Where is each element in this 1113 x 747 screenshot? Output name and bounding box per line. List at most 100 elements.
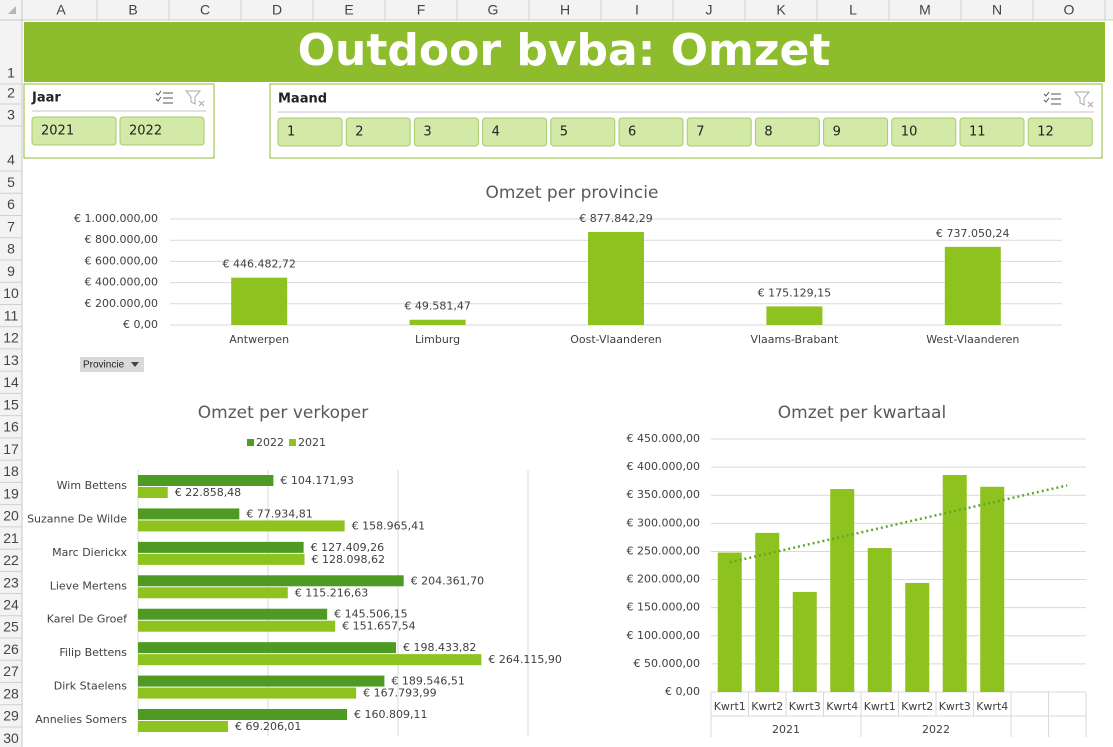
bar <box>138 675 385 687</box>
row-header[interactable]: 24 <box>3 597 19 613</box>
column-header[interactable]: F <box>417 2 426 18</box>
bar <box>830 489 855 692</box>
column-header[interactable]: J <box>706 2 713 18</box>
clear-filter-icon[interactable] <box>184 90 1094 108</box>
row-header[interactable]: 13 <box>3 352 19 368</box>
row-header[interactable]: 10 <box>3 285 19 301</box>
slicer-button[interactable] <box>550 117 616 147</box>
row-header[interactable]: 4 <box>7 152 15 168</box>
slicer-item[interactable]: 2 <box>355 125 363 140</box>
select-all[interactable] <box>8 6 16 14</box>
slicer-button[interactable] <box>891 117 957 147</box>
data-label: € 189.546,51 <box>391 675 464 688</box>
slicer-button[interactable] <box>413 117 479 147</box>
column-header[interactable]: B <box>128 2 137 18</box>
slicer-button[interactable] <box>686 117 752 147</box>
row-header[interactable]: 20 <box>3 508 19 524</box>
field-button[interactable] <box>80 357 144 372</box>
column-header[interactable]: H <box>560 2 570 18</box>
y-tick-label: € 600.000,00 <box>85 254 158 267</box>
data-label: € 151.657,54 <box>342 620 415 633</box>
row-header[interactable]: 26 <box>3 641 19 657</box>
dropdown-arrow[interactable] <box>131 362 139 367</box>
slicer-item[interactable]: 6 <box>628 125 636 140</box>
row-header[interactable]: 9 <box>7 263 15 279</box>
y-tick-label: € 0,00 <box>123 318 158 331</box>
column-header[interactable]: L <box>849 2 857 18</box>
bar <box>138 608 328 620</box>
row-header[interactable]: 28 <box>3 685 19 701</box>
row-header[interactable]: 16 <box>3 419 19 435</box>
row-header[interactable]: 14 <box>3 374 19 390</box>
column-header[interactable]: N <box>992 2 1002 18</box>
data-label: € 127.409,26 <box>311 541 384 554</box>
column-header[interactable]: G <box>488 2 499 18</box>
bar <box>905 582 930 692</box>
data-label: € 69.206,01 <box>235 720 301 733</box>
row-header[interactable]: 22 <box>3 552 19 568</box>
column-header[interactable]: E <box>344 2 353 18</box>
row-header[interactable]: 6 <box>7 196 15 212</box>
column-header[interactable]: C <box>200 2 210 18</box>
slicer-item[interactable]: 2021 <box>41 124 74 139</box>
slicer-button[interactable] <box>1027 117 1093 147</box>
slicer-item[interactable]: 5 <box>560 125 568 140</box>
y-tick-label: Annelies Somers <box>35 713 127 726</box>
row-header[interactable]: 18 <box>3 463 19 479</box>
field-button-label[interactable]: Provincie <box>83 360 125 371</box>
row-header[interactable]: 19 <box>3 485 19 501</box>
data-label: € 877.842,29 <box>579 212 652 225</box>
bar <box>138 553 305 565</box>
y-tick-label: Wim Bettens <box>57 479 128 492</box>
column-header[interactable]: O <box>1064 2 1075 18</box>
column-header[interactable]: A <box>56 2 66 18</box>
row-header[interactable]: 21 <box>3 530 19 546</box>
row-header[interactable]: 17 <box>3 441 19 457</box>
slicer-item[interactable]: 12 <box>1037 125 1054 140</box>
slicer-item[interactable]: 7 <box>696 125 704 140</box>
sheet-title: Outdoor bvba: Omzet <box>298 25 831 76</box>
row-header[interactable]: 12 <box>3 330 19 346</box>
column-header[interactable]: D <box>272 2 282 18</box>
slicer-button[interactable] <box>31 116 117 146</box>
column-header[interactable]: K <box>776 2 786 18</box>
y-tick-label: € 200.000,00 <box>85 297 158 310</box>
row-header[interactable]: 30 <box>3 730 19 746</box>
row-header[interactable]: 7 <box>7 218 15 234</box>
row-header[interactable]: 8 <box>7 241 15 257</box>
slicer-item[interactable]: 2022 <box>129 124 162 139</box>
data-label: € 158.965,41 <box>352 519 425 532</box>
row-header[interactable]: 11 <box>4 307 19 323</box>
row-header[interactable]: 29 <box>3 708 19 724</box>
slicer-button[interactable] <box>618 117 684 147</box>
column-header[interactable]: I <box>635 2 639 18</box>
slicer-item[interactable]: 8 <box>764 125 772 140</box>
row-header[interactable]: 25 <box>3 619 19 635</box>
row-header[interactable]: 3 <box>7 107 15 123</box>
row-header[interactable]: 23 <box>3 574 19 590</box>
slicer-item[interactable]: 3 <box>423 125 431 140</box>
row-header[interactable]: 5 <box>7 174 15 190</box>
row-header[interactable]: 15 <box>3 396 19 412</box>
row-header[interactable]: 27 <box>3 663 19 679</box>
slicer-item[interactable]: 9 <box>833 125 841 140</box>
row-header[interactable]: 2 <box>7 85 15 101</box>
slicer-button[interactable] <box>823 117 889 147</box>
slicer-item[interactable]: 1 <box>287 125 295 140</box>
slicer-button[interactable] <box>959 117 1025 147</box>
slicer-button[interactable] <box>754 117 820 147</box>
bar <box>792 591 817 692</box>
slicer-button[interactable] <box>482 117 548 147</box>
multi-select-icon[interactable] <box>155 90 1061 105</box>
data-label: € 175.129,15 <box>758 286 831 299</box>
slicer-button[interactable] <box>277 117 343 147</box>
row-header[interactable]: 1 <box>7 65 15 81</box>
slicer-title: Maand <box>278 92 327 107</box>
slicer-item[interactable]: 10 <box>901 125 918 140</box>
slicer-button[interactable] <box>119 116 205 146</box>
slicer-item[interactable]: 4 <box>492 125 500 140</box>
slicer-button[interactable] <box>345 117 411 147</box>
column-header[interactable]: M <box>919 2 931 18</box>
x-tick-label: Kwrt1 <box>864 700 896 713</box>
slicer-item[interactable]: 11 <box>969 125 986 140</box>
